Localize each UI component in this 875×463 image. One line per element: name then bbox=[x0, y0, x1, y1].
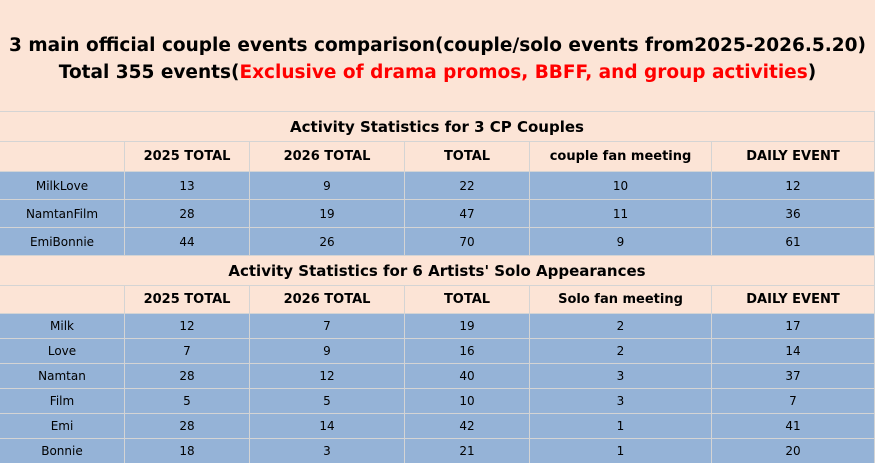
title-line: 3 main official couple events comparison… bbox=[9, 35, 866, 56]
value-cell: 9 bbox=[530, 228, 712, 256]
column-header: 2025 TOTAL bbox=[125, 286, 250, 314]
value-cell: 7 bbox=[125, 339, 250, 364]
value-cell: 1 bbox=[530, 439, 712, 463]
value-cell: 42 bbox=[405, 414, 530, 439]
row-label: MilkLove bbox=[0, 172, 125, 200]
value-cell: 18 bbox=[125, 439, 250, 463]
row-label: Milk bbox=[0, 314, 125, 339]
value-cell: 13 bbox=[125, 172, 250, 200]
column-header: 2025 TOTAL bbox=[125, 142, 250, 172]
title-line: Total 355 events(Exclusive of drama prom… bbox=[0, 59, 875, 86]
title-note: Exclusive of drama promos, BBFF, and gro… bbox=[239, 62, 808, 83]
row-label: Film bbox=[0, 389, 125, 414]
value-cell: 5 bbox=[250, 389, 405, 414]
value-cell: 12 bbox=[250, 364, 405, 389]
value-cell: 9 bbox=[250, 172, 405, 200]
value-cell: 11 bbox=[530, 200, 712, 228]
value-cell: 3 bbox=[530, 389, 712, 414]
value-cell: 7 bbox=[250, 314, 405, 339]
value-cell: 12 bbox=[712, 172, 875, 200]
value-cell: 19 bbox=[250, 200, 405, 228]
value-cell: 7 bbox=[712, 389, 875, 414]
value-cell: 28 bbox=[125, 200, 250, 228]
title-text: ) bbox=[807, 62, 817, 83]
value-cell: 21 bbox=[405, 439, 530, 463]
value-cell: 28 bbox=[125, 364, 250, 389]
row-label: EmiBonnie bbox=[0, 228, 125, 256]
column-header: DAILY EVENT bbox=[712, 142, 875, 172]
row-label: Emi bbox=[0, 414, 125, 439]
value-cell: 20 bbox=[712, 439, 875, 463]
value-cell: 10 bbox=[530, 172, 712, 200]
value-cell: 17 bbox=[712, 314, 875, 339]
value-cell: 26 bbox=[250, 228, 405, 256]
value-cell: 28 bbox=[125, 414, 250, 439]
row-label: Bonnie bbox=[0, 439, 125, 463]
value-cell: 70 bbox=[405, 228, 530, 256]
value-cell: 5 bbox=[125, 389, 250, 414]
section-heading: Activity Statistics for 6 Artists' Solo … bbox=[0, 256, 875, 286]
column-header: TOTAL bbox=[405, 142, 530, 172]
value-cell: 2 bbox=[530, 314, 712, 339]
header-cell bbox=[0, 142, 125, 172]
value-cell: 41 bbox=[712, 414, 875, 439]
row-label: NamtanFilm bbox=[0, 200, 125, 228]
value-cell: 44 bbox=[125, 228, 250, 256]
value-cell: 47 bbox=[405, 200, 530, 228]
header-cell bbox=[0, 286, 125, 314]
row-label: Namtan bbox=[0, 364, 125, 389]
value-cell: 19 bbox=[405, 314, 530, 339]
value-cell: 40 bbox=[405, 364, 530, 389]
title-block: 3 main official couple events comparison… bbox=[0, 0, 875, 112]
value-cell: 3 bbox=[250, 439, 405, 463]
column-header: Solo fan meeting bbox=[530, 286, 712, 314]
section-heading: Activity Statistics for 3 CP Couples bbox=[0, 112, 875, 142]
value-cell: 61 bbox=[712, 228, 875, 256]
value-cell: 10 bbox=[405, 389, 530, 414]
value-cell: 14 bbox=[712, 339, 875, 364]
value-cell: 22 bbox=[405, 172, 530, 200]
value-cell: 1 bbox=[530, 414, 712, 439]
value-cell: 3 bbox=[530, 364, 712, 389]
value-cell: 37 bbox=[712, 364, 875, 389]
value-cell: 36 bbox=[712, 200, 875, 228]
column-header: DAILY EVENT bbox=[712, 286, 875, 314]
value-cell: 2 bbox=[530, 339, 712, 364]
row-label: Love bbox=[0, 339, 125, 364]
value-cell: 12 bbox=[125, 314, 250, 339]
value-cell: 9 bbox=[250, 339, 405, 364]
value-cell: 16 bbox=[405, 339, 530, 364]
value-cell: 14 bbox=[250, 414, 405, 439]
column-header: TOTAL bbox=[405, 286, 530, 314]
title-text: Total 355 events( bbox=[58, 62, 240, 83]
column-header: 2026 TOTAL bbox=[250, 142, 405, 172]
column-header: 2026 TOTAL bbox=[250, 286, 405, 314]
column-header: couple fan meeting bbox=[530, 142, 712, 172]
